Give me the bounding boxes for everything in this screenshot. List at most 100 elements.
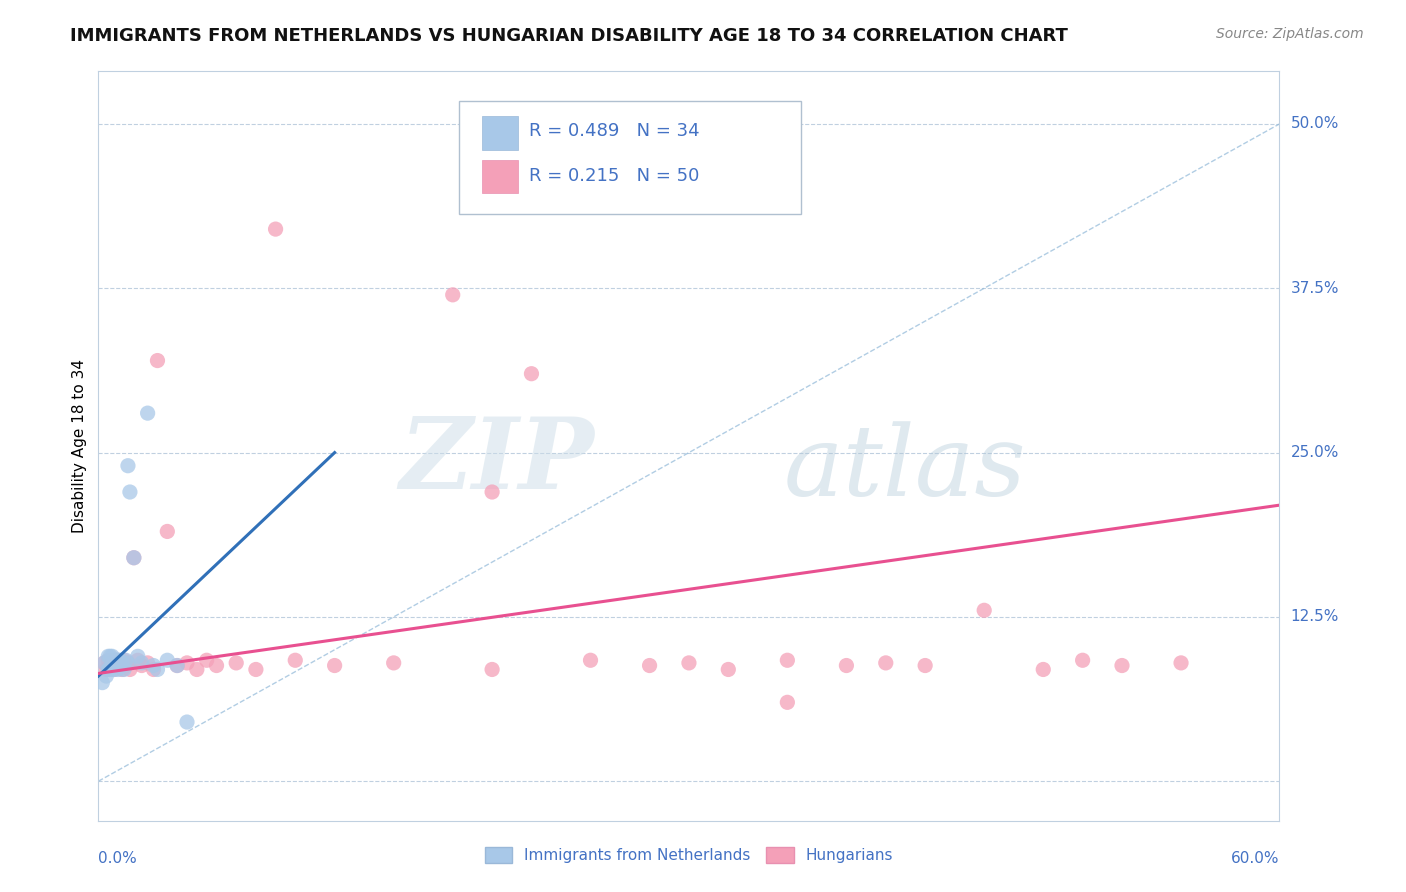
Point [156,653,179,667]
Point [122,550,145,565]
Point [103,663,125,677]
Text: 25.0%: 25.0% [1291,445,1339,460]
Point [98,649,121,664]
Point [112,653,135,667]
Point [382,656,405,670]
Point [156,524,179,539]
Text: R = 0.489   N = 34: R = 0.489 N = 34 [530,122,700,140]
Point [105,653,128,667]
Text: ZIP: ZIP [399,413,595,509]
Point [103,663,125,677]
Point [105,658,128,673]
Point [122,550,145,565]
Point [112,663,135,677]
Point [142,658,165,673]
Point [111,656,134,670]
Point [195,653,218,667]
Point [101,656,124,670]
Point [146,663,169,677]
Point [678,656,700,670]
Point [98,658,121,673]
Point [105,653,128,667]
Point [579,653,602,667]
Legend: Immigrants from Netherlands, Hungarians: Immigrants from Netherlands, Hungarians [478,841,900,869]
Point [107,653,129,667]
Point [520,367,543,381]
Text: Source: ZipAtlas.com: Source: ZipAtlas.com [1216,27,1364,41]
Point [127,653,149,667]
Point [875,656,897,670]
Point [108,656,131,670]
Point [131,658,153,673]
Point [166,658,188,673]
Point [97,663,120,677]
Point [776,653,799,667]
Point [131,656,153,670]
Point [108,653,131,667]
Point [118,663,141,677]
Point [117,656,139,670]
Point [186,663,208,677]
Point [103,656,125,670]
Text: IMMIGRANTS FROM NETHERLANDS VS HUNGARIAN DISABILITY AGE 18 TO 34 CORRELATION CHA: IMMIGRANTS FROM NETHERLANDS VS HUNGARIAN… [70,27,1069,45]
Text: R = 0.215   N = 50: R = 0.215 N = 50 [530,168,700,186]
Point [127,649,149,664]
Point [225,656,247,670]
Point [98,663,121,677]
Bar [482,160,517,194]
Point [1111,658,1133,673]
Point [117,458,139,473]
Point [176,656,198,670]
Point [115,653,138,667]
Point [146,353,169,368]
Point [97,653,120,667]
Point [142,663,165,677]
Point [973,603,995,617]
Text: 50.0%: 50.0% [1291,117,1339,131]
Point [284,653,307,667]
Y-axis label: Disability Age 18 to 34: Disability Age 18 to 34 [72,359,87,533]
Point [101,658,124,673]
Point [441,288,464,302]
Point [481,663,503,677]
Point [107,658,129,673]
Point [914,658,936,673]
Point [1071,653,1094,667]
Point [117,656,139,670]
Point [93,656,115,670]
Point [136,406,159,420]
Text: atlas: atlas [783,421,1026,516]
Point [136,656,159,670]
Text: 0.0%: 0.0% [98,851,138,866]
Bar [482,116,517,150]
Point [93,656,115,670]
Point [176,714,198,729]
Point [166,658,188,673]
Point [91,675,114,690]
Point [205,658,228,673]
Point [108,658,131,673]
Text: 60.0%: 60.0% [1232,851,1279,866]
Point [111,658,134,673]
Point [1170,656,1192,670]
Point [264,222,287,236]
FancyBboxPatch shape [458,102,801,214]
Point [638,658,661,673]
Text: 37.5%: 37.5% [1291,281,1339,296]
Text: 12.5%: 12.5% [1291,609,1339,624]
Point [1032,663,1054,677]
Point [107,663,129,677]
Point [776,695,799,709]
Point [111,663,134,677]
Point [96,663,118,677]
Point [118,485,141,500]
Point [245,663,267,677]
Point [835,658,858,673]
Point [481,485,503,500]
Point [97,649,120,664]
Point [323,658,346,673]
Point [101,649,124,664]
Point [96,669,118,683]
Point [107,656,129,670]
Point [115,658,138,673]
